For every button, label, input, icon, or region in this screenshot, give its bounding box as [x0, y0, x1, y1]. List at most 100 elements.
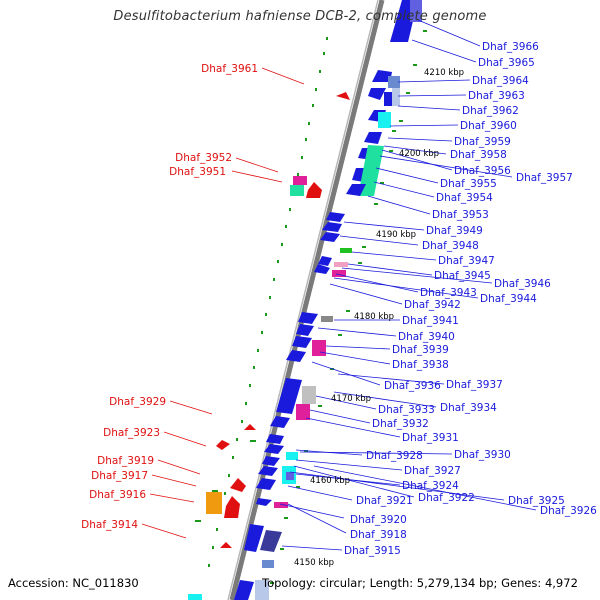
gene-arrow: [244, 424, 256, 430]
outer-dotted-ring: [208, 37, 328, 567]
gene-arrow: [262, 456, 280, 466]
tick-label: 4160 kbp: [310, 476, 350, 486]
gene-label: Dhaf_3939: [392, 344, 449, 356]
gene-arrow: [306, 182, 322, 198]
gene-label: Dhaf_3958: [450, 149, 507, 161]
gene-label: Dhaf_3962: [462, 105, 519, 117]
gene-label: Dhaf_3942: [404, 299, 461, 311]
gene-label: Dhaf_3928: [366, 450, 423, 462]
gene-label: Dhaf_3915: [344, 545, 401, 557]
gene-block: [296, 404, 310, 420]
gene-arrow: [314, 264, 330, 274]
gene-block: [332, 270, 346, 277]
gene-label: Dhaf_3952: [175, 152, 232, 164]
gene-label: Dhaf_3924: [402, 480, 459, 492]
gene-block: [378, 112, 391, 128]
gene-arrow: [326, 212, 345, 222]
gene-arrow: [372, 70, 392, 82]
gene-label: Dhaf_3944: [480, 293, 537, 305]
gene-block: [188, 594, 202, 600]
gene-label: Dhaf_3931: [402, 432, 459, 444]
gene-block: [321, 316, 333, 322]
gene-label: Dhaf_3921: [356, 495, 413, 507]
gene-block: [340, 248, 352, 253]
gene-block: [206, 492, 222, 514]
gene-arrow: [320, 232, 340, 242]
gene-block: [286, 452, 298, 460]
gene-label: Dhaf_3965: [478, 57, 535, 69]
gene-label: Dhaf_3923: [103, 427, 160, 439]
gene-block: [262, 560, 274, 568]
gene-label: Dhaf_3917: [91, 470, 148, 482]
genome-title: Desulfitobacterium hafniense DCB-2, comp…: [113, 9, 487, 24]
gene-arrow: [346, 184, 366, 196]
tick-label: 4200 kbp: [399, 149, 439, 159]
gene-block: [276, 378, 302, 414]
gene-label: Dhaf_3927: [404, 465, 461, 477]
gene-block: [274, 502, 288, 508]
gene-arrow: [256, 478, 276, 490]
gene-label: Dhaf_3918: [350, 529, 407, 541]
gene-block: [290, 185, 304, 196]
gene-arrow: [230, 478, 246, 492]
gene-label: Dhaf_3953: [432, 209, 489, 221]
tick-label: 4210 kbp: [424, 68, 464, 78]
gene-arrow: [266, 434, 284, 444]
gene-arrow: [318, 256, 332, 266]
gene-block: [255, 580, 269, 600]
gene-label: Dhaf_3947: [438, 255, 495, 267]
gene-label: Dhaf_3938: [392, 359, 449, 371]
gene-label: Dhaf_3929: [109, 396, 166, 408]
gene-block: [260, 530, 282, 552]
tick-label: 4150 kbp: [294, 558, 334, 568]
gene-label: Dhaf_3930: [454, 449, 511, 461]
gene-label: Dhaf_3949: [426, 225, 483, 237]
genome-summary-text: Topology: circular; Length: 5,279,134 bp…: [262, 576, 578, 590]
gene-arrow: [270, 416, 290, 428]
gene-label: Dhaf_3916: [89, 489, 146, 501]
gene-label: Dhaf_3948: [422, 240, 479, 252]
gene-block: [312, 340, 326, 356]
gene-label: Dhaf_3960: [460, 120, 517, 132]
gene-block: [358, 145, 384, 196]
gene-arrow: [216, 440, 230, 450]
gene-block: [392, 88, 400, 106]
gene-label: Dhaf_3943: [420, 287, 477, 299]
gene-arrow: [264, 444, 284, 454]
gene-label: Dhaf_3934: [440, 402, 497, 414]
left-gene-labels: Dhaf_3961 Dhaf_3952 Dhaf_3951 Dhaf_3929 …: [81, 63, 258, 531]
gene-label: Dhaf_3945: [434, 270, 491, 282]
gene-label: Dhaf_3936: [384, 380, 441, 392]
gene-arrow: [224, 496, 240, 518]
gene-block: [334, 262, 348, 267]
gene-block: [293, 176, 307, 185]
gene-arrow: [336, 92, 350, 100]
tick-label: 4180 kbp: [354, 312, 394, 322]
gene-arrow: [322, 222, 342, 232]
left-leader-lines: [141, 67, 305, 539]
gene-label: Dhaf_3964: [472, 75, 529, 87]
tick-labels: 4210 kbp 4200 kbp 4190 kbp 4180 kbp 4170…: [294, 68, 464, 568]
gene-arrow: [220, 542, 232, 548]
tick-label: 4190 kbp: [376, 230, 416, 240]
backbone-ring: [227, 0, 385, 600]
minus-strand-genes: [188, 92, 350, 600]
gene-block: [410, 0, 422, 22]
plus-strand-genes: [234, 0, 422, 600]
gene-arrow: [256, 498, 272, 506]
gene-label: Dhaf_3941: [402, 315, 459, 327]
gene-label: Dhaf_3937: [446, 379, 503, 391]
gene-label: Dhaf_3926: [540, 505, 597, 517]
gene-block: [388, 76, 400, 88]
gene-block: [286, 472, 294, 480]
gene-arrow: [292, 336, 312, 348]
gene-arrow: [364, 132, 382, 144]
right-leader-lines: [279, 19, 537, 551]
gene-label: Dhaf_3955: [440, 178, 497, 190]
gene-label: Dhaf_3951: [169, 166, 226, 178]
gene-label: Dhaf_3957: [516, 172, 573, 184]
accession-text: Accession: NC_011830: [8, 576, 139, 590]
inner-dash-track: [270, 30, 427, 584]
gene-label: Dhaf_3925: [508, 495, 565, 507]
